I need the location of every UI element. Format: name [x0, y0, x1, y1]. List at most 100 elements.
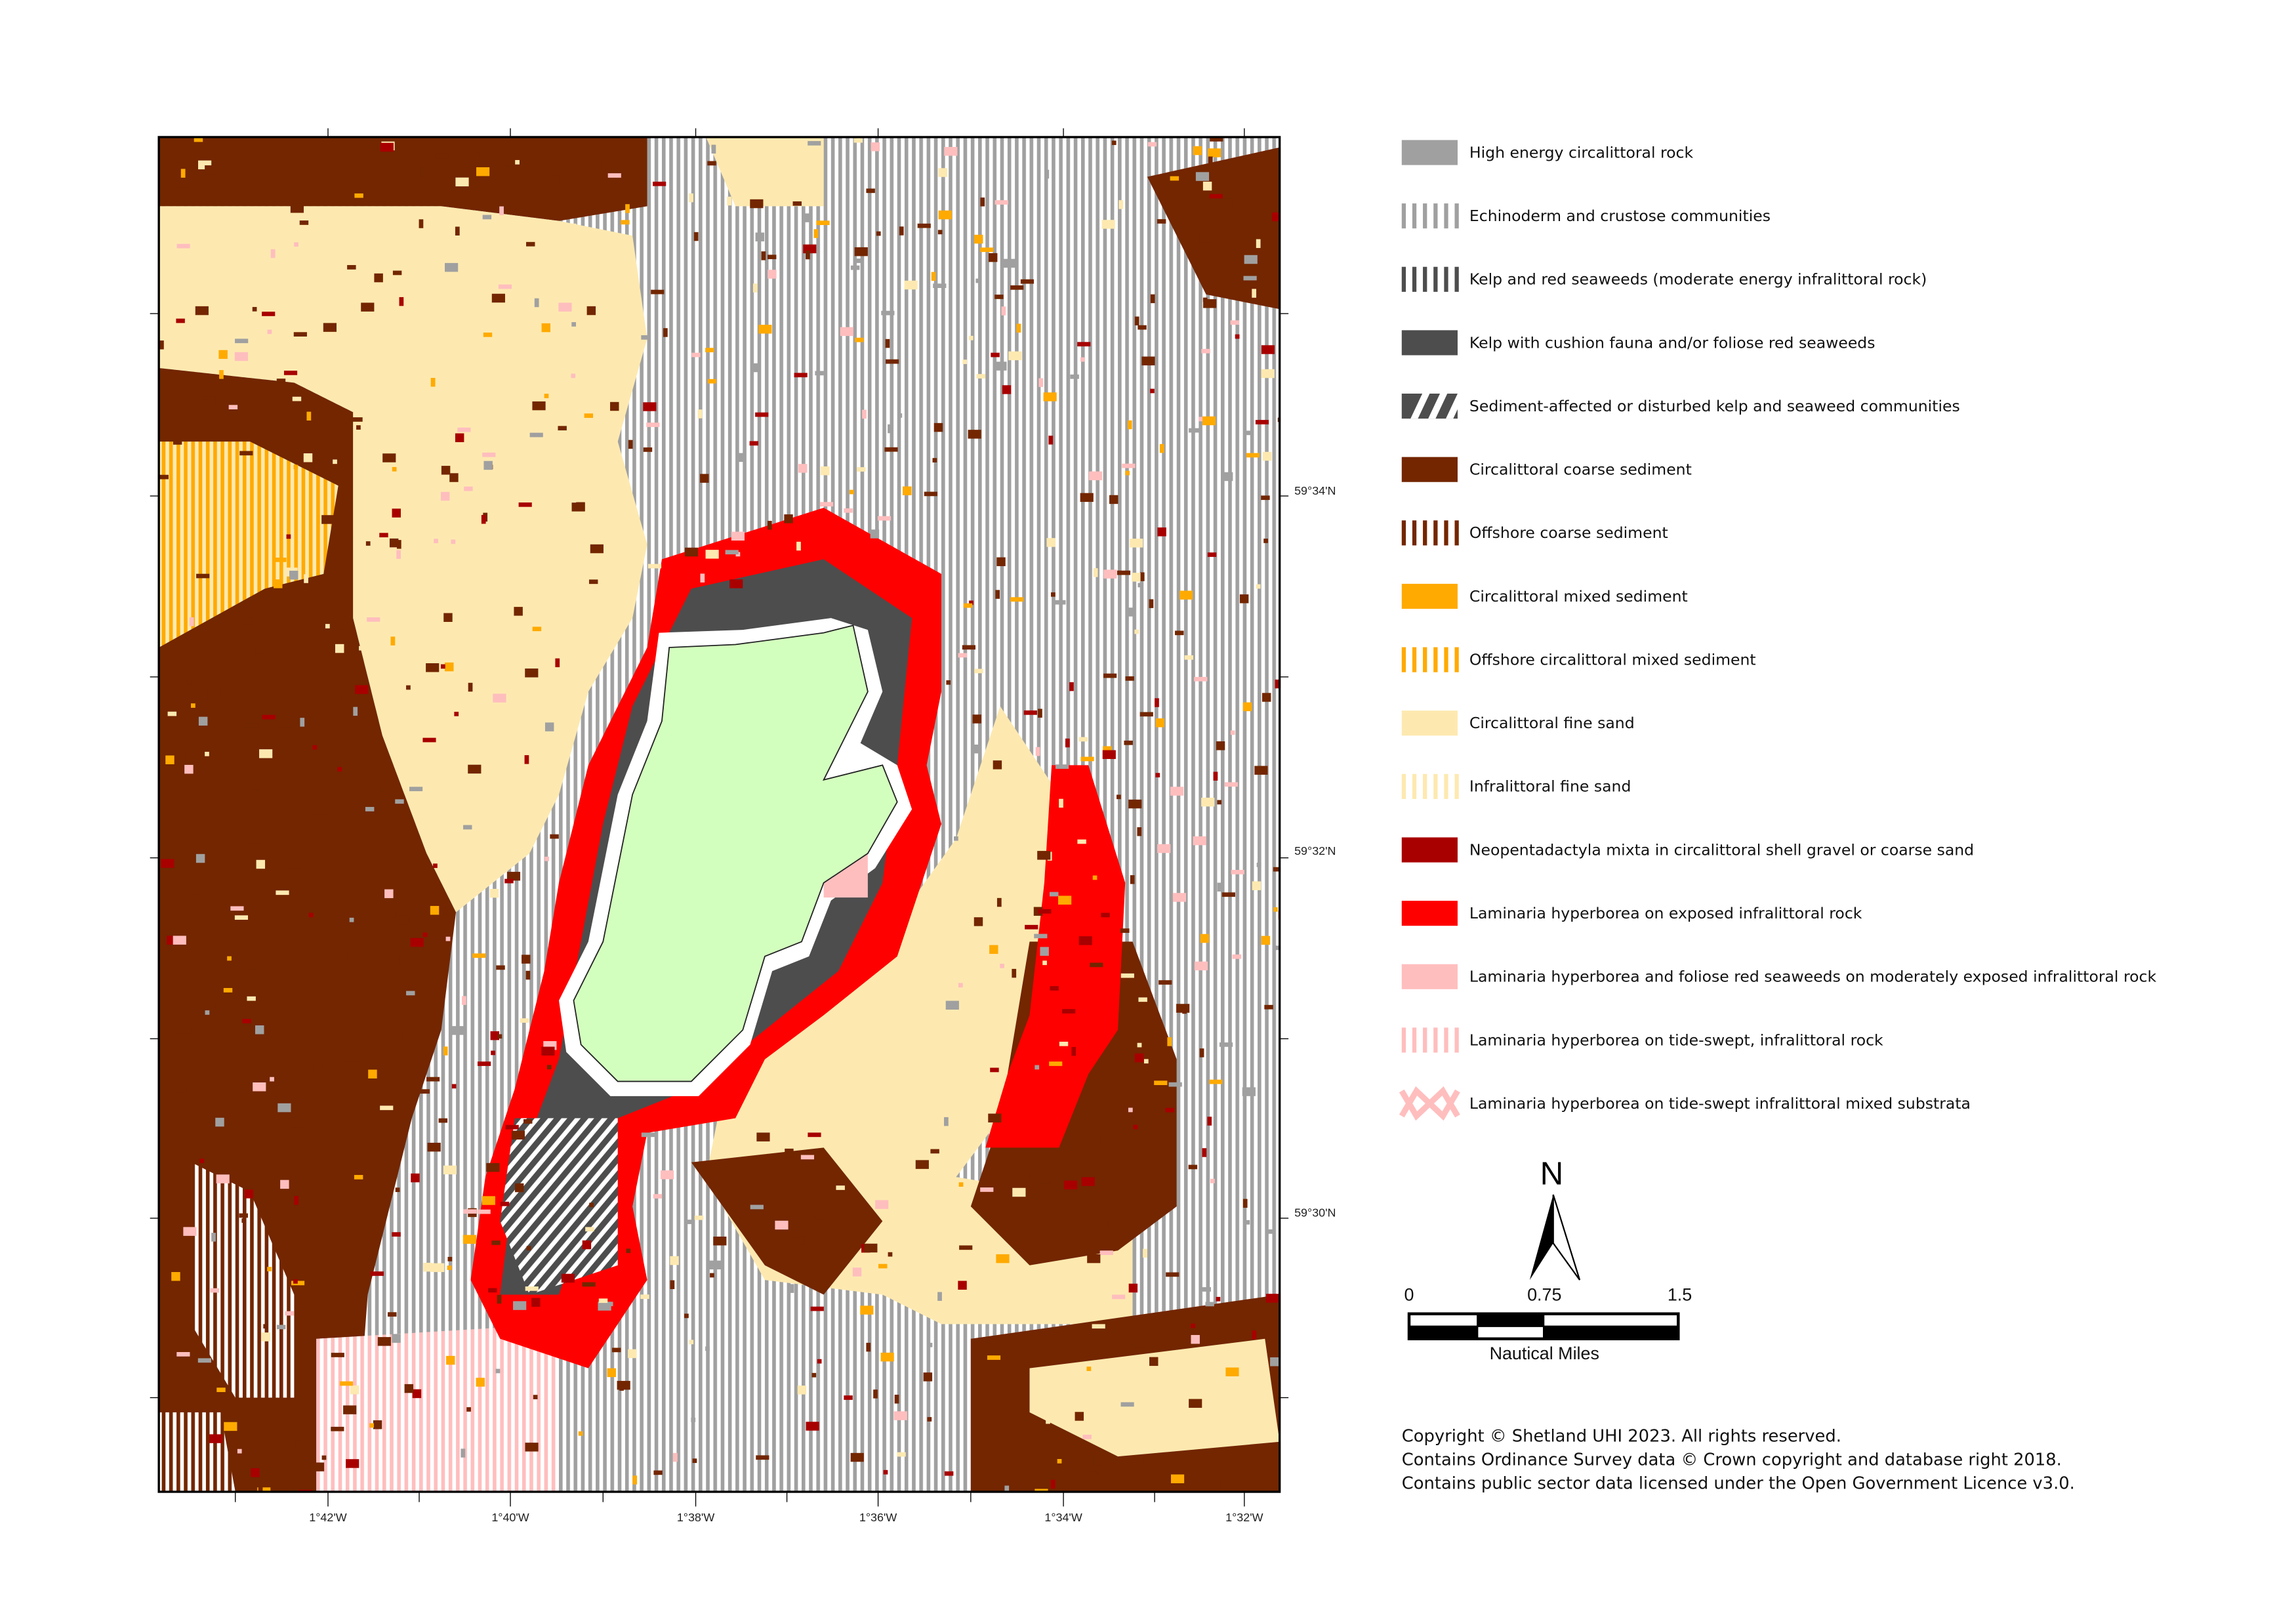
- habitat-cell: [1275, 679, 1280, 689]
- legend-label: Offshore coarse sediment: [1469, 524, 1668, 542]
- habitat-cell: [455, 177, 469, 187]
- habitat-cell: [286, 534, 291, 539]
- habitat-cell: [571, 373, 576, 379]
- habitat-cell: [750, 1204, 764, 1210]
- habitat-cell: [522, 701, 535, 705]
- habitat-cell: [1155, 773, 1160, 777]
- habitat-cell: [422, 737, 436, 743]
- habitat-cell: [1100, 1136, 1105, 1145]
- habitat-cell: [1101, 220, 1115, 229]
- north-label: N: [1540, 1155, 1564, 1191]
- habitat-cell: [1120, 928, 1130, 933]
- habitat-cell: [811, 1372, 817, 1378]
- habitat-cell: [962, 645, 975, 650]
- habitat-cell: [416, 1089, 430, 1094]
- land-island: [573, 625, 898, 1082]
- habitat-map[interactable]: [159, 136, 1292, 1498]
- habitat-cell: [205, 165, 214, 175]
- habitat-cell: [980, 197, 985, 207]
- habitat-cell: [258, 1485, 263, 1492]
- habitat-cell: [1071, 1046, 1076, 1056]
- habitat-cell: [750, 199, 764, 209]
- habitat-cell: [996, 1254, 1010, 1263]
- habitat-cell: [870, 529, 880, 539]
- habitat-cell: [486, 1162, 500, 1172]
- habitat-cell: [1191, 1323, 1195, 1328]
- habitat-cell: [710, 1273, 714, 1278]
- habitat-cell: [205, 1010, 210, 1015]
- habitat-cell: [987, 1355, 1001, 1360]
- habitat-cell: [1128, 607, 1133, 617]
- habitat-cell: [1050, 986, 1059, 991]
- habitat-cell: [347, 949, 361, 958]
- habitat-cell: [443, 613, 453, 622]
- habitat-cell: [625, 204, 630, 213]
- habitat-cell: [178, 1029, 192, 1034]
- habitat-cell: [932, 458, 937, 462]
- habitat-cell: [1166, 1272, 1179, 1277]
- habitat-cell: [736, 453, 746, 462]
- habitat-cell: [993, 760, 1002, 770]
- habitat-cell: [1208, 156, 1213, 166]
- habitat-cell: [588, 159, 602, 169]
- habitat-cell: [691, 352, 701, 358]
- habitat-cell: [392, 1334, 401, 1343]
- habitat-cell: [1172, 893, 1187, 902]
- habitat-cell: [550, 834, 559, 839]
- habitat-cell: [855, 337, 864, 342]
- habitat-cell: [409, 787, 423, 792]
- lon-label: 1°32'W: [1225, 1511, 1263, 1524]
- habitat-cell: [355, 685, 369, 694]
- habitat-cell: [873, 1389, 878, 1399]
- habitat-cell: [571, 322, 577, 327]
- habitat-cell: [761, 251, 766, 260]
- habitat-cell: [199, 752, 208, 757]
- habitat-cell: [1086, 1366, 1092, 1371]
- habitat-cell: [410, 937, 424, 947]
- habitat-cell: [251, 1468, 260, 1477]
- habitat-cell: [643, 402, 657, 411]
- habitat-cell: [1207, 1117, 1212, 1126]
- habitat-cell: [463, 825, 472, 830]
- habitat-cell: [755, 412, 769, 417]
- habitat-cell: [1150, 388, 1155, 394]
- habitat-cell: [808, 141, 821, 146]
- habitat-cell: [523, 1119, 533, 1124]
- habitat-cell: [392, 270, 402, 276]
- habitat-cell: [1230, 730, 1235, 735]
- habitat-cell: [423, 1262, 432, 1272]
- habitat-cell: [443, 1165, 457, 1175]
- habitat-cell: [915, 1160, 929, 1169]
- habitat-cell: [632, 1475, 638, 1485]
- habitat-cell: [806, 250, 810, 260]
- habitat-cell: [390, 636, 396, 646]
- habitat-cell: [1093, 568, 1098, 577]
- habitat-cell: [1088, 471, 1103, 481]
- habitat-cell: [541, 1046, 555, 1056]
- habitat-cell: [472, 953, 486, 958]
- habitat-cell: [1202, 1148, 1207, 1157]
- habitat-cell: [860, 1305, 874, 1315]
- habitat-cell: [477, 1209, 491, 1214]
- habitat-cell: [482, 215, 492, 220]
- legend-item: Kelp with cushion fauna and/or foliose r…: [1401, 330, 1876, 356]
- habitat-cell: [308, 913, 314, 918]
- habitat-cell: [945, 1000, 959, 1010]
- habitat-cell: [866, 1342, 871, 1352]
- habitat-cell: [1252, 1330, 1257, 1340]
- habitat-cell: [1080, 357, 1085, 362]
- habitat-cell: [1042, 960, 1047, 966]
- habitat-cell: [276, 890, 289, 895]
- habitat-cell: [755, 232, 765, 241]
- habitat-cell: [1010, 285, 1024, 290]
- habitat-cell: [1099, 1220, 1109, 1229]
- habitat-cell: [377, 1337, 391, 1346]
- habitat-cell: [1016, 323, 1021, 333]
- habitat-cell: [261, 1332, 271, 1342]
- habitat-cell: [395, 799, 404, 804]
- habitat-cell: [589, 1202, 594, 1208]
- habitat-cell: [1252, 881, 1261, 890]
- habitat-cell: [1090, 962, 1103, 968]
- habitat-cell: [990, 1067, 999, 1073]
- habitat-cell: [314, 814, 327, 823]
